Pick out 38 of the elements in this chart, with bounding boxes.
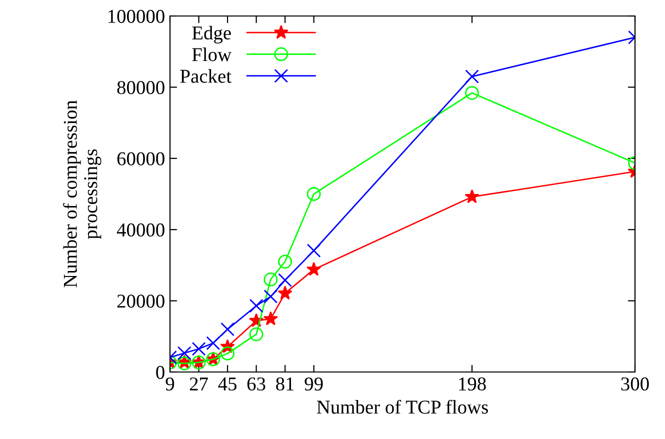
point: [177, 346, 192, 360]
y-tick-label: 40000: [116, 223, 164, 237]
point: [192, 342, 206, 356]
x-axis-title: Number of TCP flows: [316, 400, 488, 414]
y-tick-label: 20000: [117, 294, 164, 308]
point: [278, 286, 292, 300]
x-tick-label: 9: [166, 377, 174, 391]
point: [278, 273, 292, 288]
legend-label: Packet: [180, 69, 232, 83]
point: [220, 322, 234, 336]
point: [249, 327, 264, 342]
y-tick-label: 60000: [117, 152, 164, 166]
legend-label: Edge: [192, 26, 231, 44]
point: [264, 272, 278, 286]
x-tick-label: 300: [621, 377, 649, 391]
point: [306, 244, 321, 258]
point: [206, 336, 220, 350]
point: [264, 290, 278, 304]
point: [465, 70, 479, 84]
x-tick-label: 198: [459, 377, 486, 391]
x-tick-label: 45: [218, 378, 236, 391]
point: [464, 189, 480, 204]
y-tick-label: 100000: [108, 10, 164, 23]
legend-label: Flow: [192, 48, 232, 62]
point: [278, 254, 292, 269]
y-axis-title: Number of compression processings: [63, 100, 102, 288]
x-tick-label: 81: [276, 377, 294, 391]
x-tick-label: 27: [190, 377, 208, 390]
x-tick-label: 99: [304, 377, 323, 391]
y-tick-label: 0: [156, 366, 164, 379]
point: [306, 187, 321, 201]
x-tick-label: 63: [247, 377, 266, 391]
point: [306, 262, 322, 276]
point: [249, 298, 264, 313]
point: [263, 311, 278, 326]
point: [465, 86, 479, 100]
y-tick-label: 80000: [117, 81, 164, 94]
point: [220, 346, 234, 360]
